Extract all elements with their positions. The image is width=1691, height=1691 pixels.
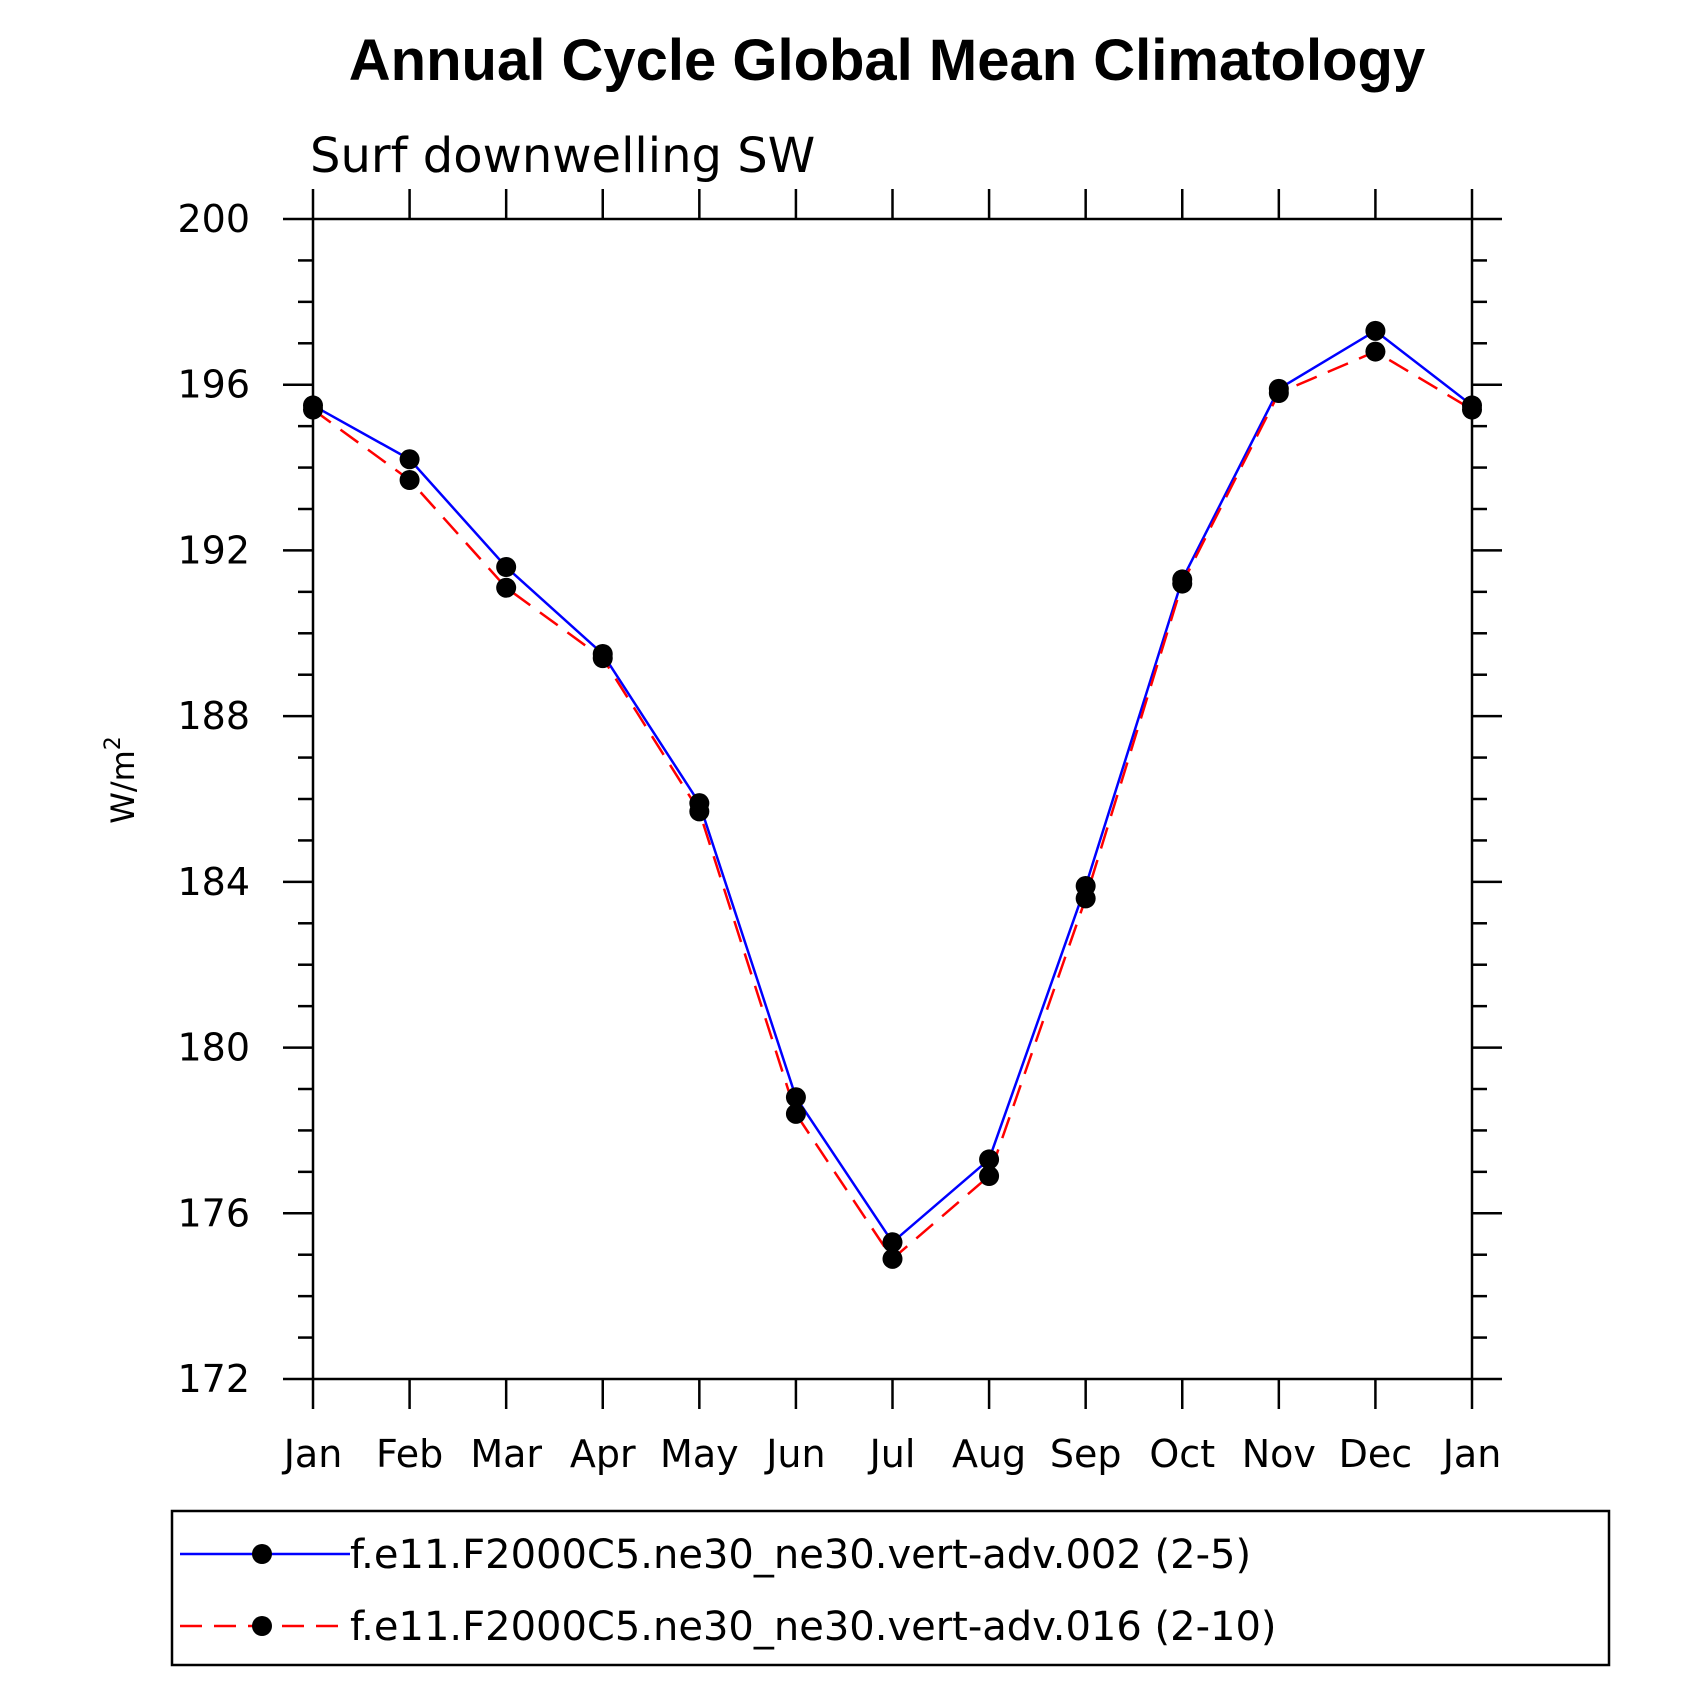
x-tick-label: Aug: [952, 1432, 1026, 1476]
data-point-s1-2: [399, 449, 420, 470]
data-point-s1-3: [496, 557, 517, 577]
data-point-s2-2: [399, 470, 420, 490]
data-point-s2-3: [496, 577, 517, 598]
data-point-s2-9: [1075, 888, 1096, 909]
data-point-s1-12: [1365, 320, 1386, 341]
legend-label-1: f.e11.F2000C5.ne30_ne30.vert-adv.002 (2-…: [350, 1532, 1251, 1578]
data-point-s2-8: [979, 1166, 1000, 1186]
series-line-2: [312, 350, 1473, 1261]
x-tick-label: May: [660, 1432, 739, 1476]
x-tick-label: Jun: [764, 1432, 825, 1476]
y-axis-label: W/m2: [101, 736, 142, 824]
y-tick-label: 200: [177, 197, 250, 241]
y-axis-label-superscript: 2: [101, 736, 126, 750]
y-tick-label: 184: [177, 860, 250, 904]
legend-swatch-marker-2: [252, 1616, 272, 1636]
y-tick-label: 188: [177, 694, 250, 738]
x-tick-label: Mar: [470, 1432, 542, 1476]
data-point-s2-12: [1365, 341, 1386, 362]
x-tick-label: Oct: [1149, 1432, 1215, 1476]
legend: f.e11.F2000C5.ne30_ne30.vert-adv.002 (2-…: [170, 1509, 1611, 1667]
x-tick-label: Nov: [1242, 1432, 1316, 1476]
data-point-s1-8: [979, 1149, 1000, 1170]
data-point-s1-6: [785, 1087, 806, 1108]
y-tick-label: 176: [177, 1191, 250, 1235]
chart-subtitle: Surf downwelling SW: [310, 128, 815, 184]
chart-title: Annual Cycle Global Mean Climatology: [349, 28, 1425, 93]
x-tick-label: Jan: [282, 1432, 343, 1476]
y-axis-label-text: W/m: [104, 750, 142, 824]
svg-text:W/m2: W/m2: [101, 736, 142, 824]
data-point-s2-6: [785, 1103, 806, 1124]
plot-frame: [311, 217, 1474, 1381]
x-tick-label: Apr: [570, 1432, 636, 1476]
data-point-s2-5: [689, 801, 710, 822]
y-tick-label: 192: [177, 528, 250, 572]
plot-layer: [303, 320, 1482, 1269]
data-point-s2-10: [1172, 573, 1193, 594]
x-tick-label: Dec: [1339, 1432, 1413, 1476]
x-tick-label: Jan: [1441, 1432, 1502, 1476]
data-point-s2-11: [1268, 383, 1289, 403]
axes-layer: 172 176 180 184 188 192 196 200 Jan Feb Mar Apr May J…: [177, 189, 1502, 1476]
data-point-s2-4: [592, 648, 613, 669]
y-tick-label: 172: [177, 1357, 250, 1401]
x-tick-label: Feb: [376, 1432, 443, 1476]
legend-swatch-marker-1: [252, 1544, 272, 1564]
x-tick-label: Jul: [868, 1432, 916, 1476]
x-tick-label: Sep: [1050, 1432, 1122, 1476]
y-tick-label: 180: [177, 1026, 250, 1070]
data-point-s2-7: [882, 1248, 903, 1269]
legend-label-2: f.e11.F2000C5.ne30_ne30.vert-adv.016 (2-…: [350, 1604, 1277, 1650]
series-line-1: [312, 329, 1473, 1245]
y-tick-label: 196: [177, 363, 250, 407]
legend-box: [170, 1509, 1611, 1667]
data-point-s1-7: [882, 1232, 903, 1253]
